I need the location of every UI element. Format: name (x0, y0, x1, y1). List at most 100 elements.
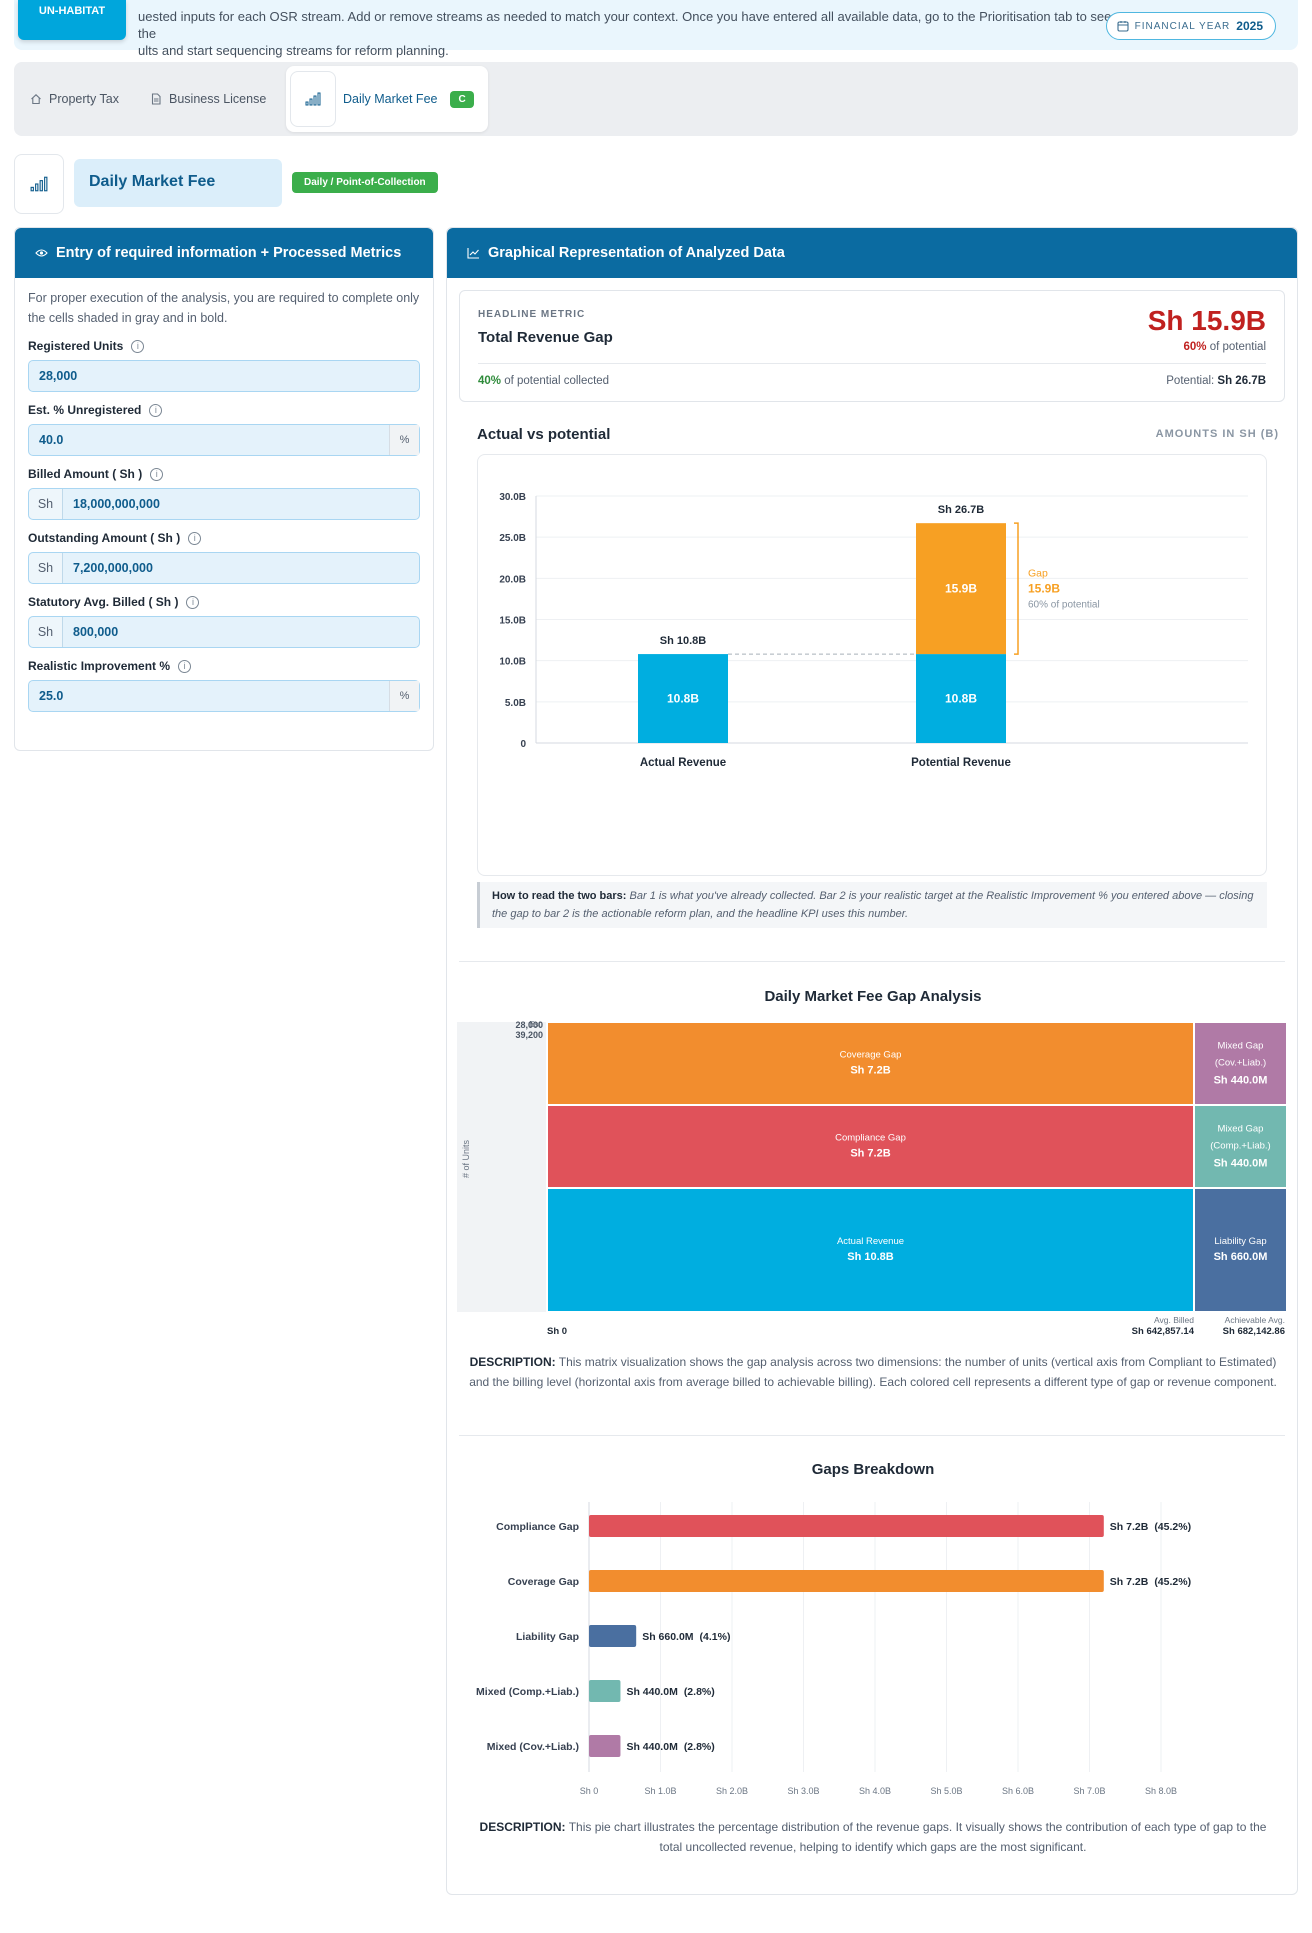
stream-icon-box (14, 154, 64, 214)
tab-icon-box (290, 71, 336, 127)
field-value[interactable]: 18,000,000,000 (73, 497, 160, 511)
field-value[interactable]: 800,000 (73, 625, 119, 639)
y-category-label: Mixed (Cov.+Liab.) (487, 1741, 579, 1753)
headline-metric-card: HEADLINE METRIC Total Revenue Gap Sh 15.… (459, 290, 1285, 402)
x-tick-label: Sh 5.0B (930, 1786, 962, 1796)
bar-value-label: 10.8B (945, 692, 977, 706)
financial-year-label: FINANCIAL YEAR (1134, 20, 1231, 32)
y-tick-label: 39,200 (515, 1030, 543, 1040)
field-input[interactable]: 25.0% (28, 680, 420, 712)
bar-percent: (45.2%) (1154, 1576, 1191, 1588)
bar-chart-icon (30, 176, 48, 192)
gap-analysis-description: DESCRIPTION: This matrix visualization s… (469, 1355, 1277, 1389)
bar-value: Sh 7.2B (1110, 1576, 1149, 1588)
info-icon[interactable]: i (178, 659, 192, 673)
info-icon[interactable]: i (150, 467, 164, 481)
bar-potential-revenue-segment (916, 654, 1006, 743)
field-value[interactable]: 28,000 (39, 369, 78, 383)
y-axis-label: # of Units (461, 1139, 471, 1178)
x-tick-label: Sh 0 (580, 1786, 599, 1796)
x-tick-label: Sh 7.0B (1073, 1786, 1105, 1796)
instructions-banner: uested inputs for each OSR stream. Add o… (14, 0, 1298, 58)
currency-prefix: Sh (29, 553, 63, 583)
document-icon (151, 93, 161, 105)
bar-percent: (2.8%) (684, 1741, 715, 1753)
matrix-cell-actual-revenue (546, 1187, 1195, 1313)
matrix-cell-label: Coverage Gap (840, 1050, 902, 1061)
info-icon[interactable]: i (149, 403, 163, 417)
matrix-cell-value: Sh 660.0M (1214, 1251, 1268, 1263)
bar-value-label: Sh 440.0M (2.8%) (626, 1741, 714, 1753)
bar-percent: (45.2%) (1154, 1521, 1191, 1533)
matrix-cell-label-line: Mixed Gap (1218, 1124, 1264, 1135)
matrix-cell-label: Mixed Gap (Cov.+Liab.) (1215, 1041, 1266, 1069)
percent-suffix: % (389, 425, 419, 455)
analysis-panel-header: Graphical Representation of Analyzed Dat… (447, 228, 1297, 278)
amounts-unit-label: AMOUNTS IN SH (B) (1155, 428, 1279, 440)
headline-label: HEADLINE METRIC (478, 309, 586, 320)
field-input[interactable]: Sh 18,000,000,000 (28, 488, 420, 520)
bar-value-label: Sh 660.0M (4.1%) (642, 1631, 730, 1643)
matrix-cell-value: Sh 7.2B (850, 1148, 890, 1160)
field-input[interactable]: Sh 7,200,000,000 (28, 552, 420, 584)
headline-divider (478, 363, 1266, 364)
tab-property-tax[interactable]: Property Tax (30, 62, 119, 136)
x-tick-caption: Achievable Avg. (1225, 1315, 1285, 1325)
headline-title: Total Revenue Gap (478, 329, 613, 346)
field-label: Registered Units i (15, 338, 433, 354)
field-value[interactable]: 40.0 (39, 433, 64, 447)
bar-total-label: Sh 26.7B (938, 504, 985, 516)
bar-chart-icon (305, 92, 321, 106)
actual-vs-potential-chart-box: 0 5.0B 10.0B 15.0B 20.0B 25.0B 30.0B 10.8B Sh 10… (477, 454, 1267, 876)
bar-mixed-cov-liab- (589, 1735, 621, 1757)
field-value[interactable]: 25.0 (39, 689, 64, 703)
y-tick-label: 30.0B (499, 492, 526, 503)
actual-vs-potential-chart: 0 5.0B 10.0B 15.0B 20.0B 25.0B 30.0B 10.8B Sh 10… (499, 492, 1248, 769)
bar-value: Sh 7.2B (1110, 1521, 1149, 1533)
tab-status-badge: C (450, 90, 474, 108)
matrix-cell-value: Sh 440.0M (1214, 1075, 1268, 1087)
y-category-label: Coverage Gap (508, 1576, 579, 1588)
field-input[interactable]: Sh 800,000 (28, 616, 420, 648)
x-tick-label: Sh 8.0B (1145, 1786, 1177, 1796)
y-tick-label: 0 (520, 739, 526, 750)
bar-coverage-gap (589, 1570, 1104, 1592)
field-input[interactable]: 40.0% (28, 424, 420, 456)
x-tick-label: Sh 2.0B (716, 1786, 748, 1796)
actual-vs-potential-title: Actual vs potential (477, 426, 611, 443)
matrix-cell-label: Compliance Gap (835, 1133, 906, 1144)
gap-analysis-matrix: Coverage Gap Sh 7.2B Mixed Gap (Cov.+Liab.)… (457, 1020, 1287, 1337)
currency-prefix: Sh (29, 489, 63, 519)
bar-percent: (2.8%) (684, 1686, 715, 1698)
y-tick-label: 25.0B (499, 533, 526, 544)
field-label: Realistic Improvement % i (15, 658, 433, 674)
tab-business-license[interactable]: Business License (150, 62, 266, 136)
field-value[interactable]: 7,200,000,000 (73, 561, 153, 575)
tab-label: Daily Market Fee (343, 92, 438, 106)
tab-daily-market-fee[interactable]: Daily Market Fee C (286, 66, 488, 132)
bar-value-label: Sh 7.2B (45.2%) (1110, 1521, 1191, 1533)
field-label: Outstanding Amount ( Sh ) i (15, 530, 433, 546)
y-tick-label: 20.0B (499, 574, 526, 585)
bar-value-label: 15.9B (945, 582, 977, 596)
info-icon[interactable]: i (186, 595, 200, 609)
info-icon[interactable]: i (131, 339, 145, 353)
y-tick-label: 28,000 (515, 1020, 543, 1030)
instructions-line-1: uested inputs for each OSR stream. Add o… (138, 9, 1112, 41)
info-icon[interactable]: i (188, 531, 202, 545)
x-tick-caption: Avg. Billed (1154, 1315, 1194, 1325)
matrix-cell-coverage-gap (546, 1021, 1195, 1106)
y-tick-label: 15.0B (499, 616, 526, 627)
collection-type-badge: Daily / Point-of-Collection (292, 172, 438, 193)
gaps-breakdown-description: DESCRIPTION: This pie chart illustrates … (479, 1820, 1267, 1854)
y-tick-label: 5.0B (505, 698, 526, 709)
percent-suffix: % (389, 681, 419, 711)
section-divider (459, 961, 1285, 962)
financial-year-pill[interactable]: FINANCIAL YEAR 2025 (1105, 12, 1276, 40)
gap-annotation-note: 60% of potential (1028, 600, 1100, 611)
line-chart-icon (467, 248, 479, 259)
input-panel-title: Entry of required information + Processe… (56, 245, 402, 261)
gap-annotation-value: 15.9B (1028, 582, 1060, 596)
field-input[interactable]: 28,000 (28, 360, 420, 392)
un-habitat-logo: UN-HABITAT (18, 0, 126, 40)
